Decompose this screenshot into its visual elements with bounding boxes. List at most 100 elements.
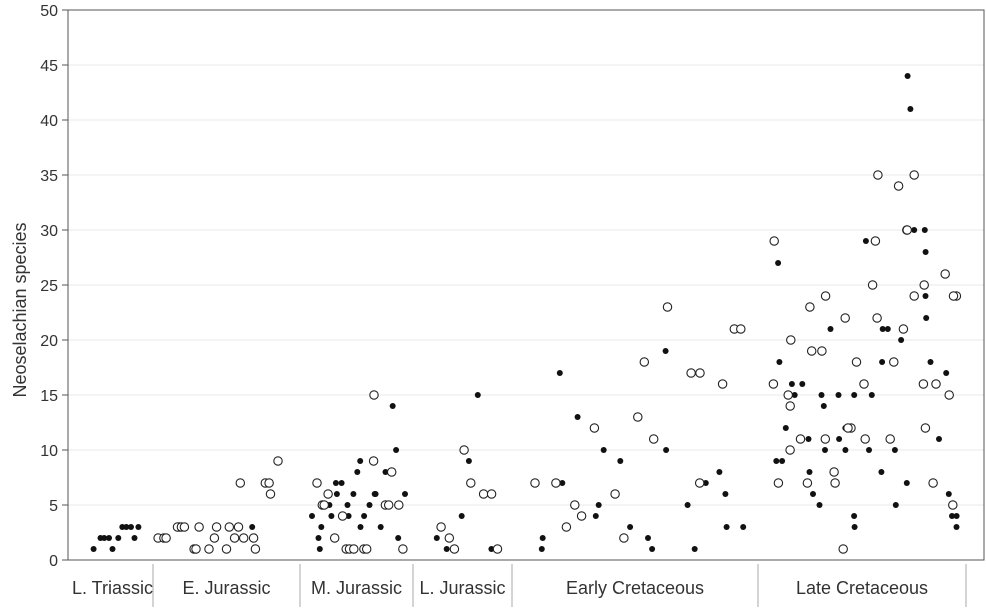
data-point-filled [945,491,952,497]
data-point-open [369,390,379,400]
y-tick-label: 30 [40,223,58,240]
data-point-open [840,313,850,323]
y-tick-label: 35 [40,168,58,185]
data-point-open [773,478,784,488]
data-point-filled [662,348,669,354]
data-point-open [265,489,276,499]
data-point-filled [943,370,950,376]
data-point-open [909,291,919,301]
data-point-filled [776,359,783,365]
data-point-filled [249,524,256,530]
data-point-filled [851,524,858,530]
data-point-filled [805,436,812,442]
data-point-open [948,291,959,301]
data-point-filled [328,513,335,519]
data-point-filled [842,447,849,453]
data-point-open [944,390,954,400]
data-point-filled [740,524,747,530]
data-point-open [273,456,283,466]
data-point-filled [878,469,885,475]
data-point-filled [806,469,813,475]
data-point-open [478,489,489,499]
data-point-open [872,313,882,323]
data-point-filled [458,513,465,519]
y-tick-label: 50 [40,3,58,20]
data-point-open [194,522,204,532]
data-point-filled [106,535,112,541]
data-point-filled [109,546,116,552]
data-point-open [686,368,696,378]
data-point-open [920,423,931,433]
data-point-filled [911,227,918,233]
data-point-open [940,269,950,279]
data-point-filled [316,546,323,552]
y-tick-label: 20 [40,333,58,350]
data-point-filled [465,458,472,464]
data-point-open [383,500,394,510]
data-point-filled [923,315,930,321]
x-period-labels: L. Triassic E. Jurassic M. Jurassic L. Jura… [72,578,928,598]
data-point-open [931,379,941,389]
data-point-open [948,500,958,510]
x-period-label: L. Jurassic [419,578,505,598]
x-period-label: L. Triassic [72,578,153,598]
data-point-open [211,522,222,532]
data-point-open [394,500,404,510]
data-point-filled [402,491,408,497]
data-point-open [349,544,359,554]
data-point-open [795,434,806,444]
data-point-open [662,302,673,312]
data-point-filled [953,524,960,530]
data-point-filled [903,480,910,486]
y-axis-label: Neoselachian species [10,222,30,397]
data-point-open [633,412,643,422]
data-point-filled [866,447,872,453]
data-point-open [859,379,869,389]
data-point-open [860,434,870,444]
data-point-open [619,533,629,543]
data-point-filled [862,238,869,244]
data-point-open [561,522,572,532]
data-point-filled [827,326,834,332]
data-point-open [717,379,728,389]
y-tick-label: 10 [40,443,58,460]
y-tick-label: 15 [40,388,58,405]
data-point-open [466,478,476,488]
data-point-filled [592,513,599,519]
data-point-open [264,478,274,488]
x-period-label: Early Cretaceous [566,578,704,598]
grid-lines [68,64,984,506]
data-point-filled [338,480,345,486]
data-point-open [576,511,587,521]
data-point-open [919,280,929,290]
data-point-open [224,522,235,532]
data-point-open [319,500,329,510]
data-point-open [436,522,446,532]
y-tick-label: 45 [40,58,58,75]
data-point-filled [723,524,730,530]
data-point-filled [791,392,798,398]
data-point-open [337,511,348,521]
data-point-filled [393,447,400,453]
data-point-filled [357,524,364,530]
data-point-filled [851,392,858,398]
y-tick-label: 5 [49,498,58,515]
data-point-filled [836,436,843,442]
data-point-open [694,478,705,488]
data-point-open [817,346,827,356]
data-point-filled [773,458,780,464]
data-point-filled [574,414,581,420]
data-point-open [898,324,909,334]
data-point-open [820,291,831,301]
data-point-open [902,225,912,235]
data-point-filled [131,535,138,541]
data-point-filled [382,469,389,475]
data-point-filled [443,546,450,552]
data-point-open [873,170,883,180]
data-point-filled [115,535,122,541]
data-point-filled [309,513,315,519]
data-point-open [820,434,831,444]
data-point-open [843,423,853,433]
data-point-filled [350,491,357,497]
